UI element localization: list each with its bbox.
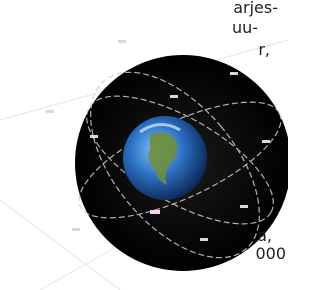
text-line: uu-: [232, 18, 258, 38]
illustration: [0, 0, 288, 290]
text-line: arjes-: [233, 0, 278, 18]
text-line: r,: [258, 40, 270, 60]
page: arjes- uu- r, a, 000 (() => { const data…: [0, 0, 288, 290]
text-line: a,: [257, 226, 272, 246]
text-line: 000: [255, 244, 286, 264]
page-crop: arjes- uu- r, a, 000: [0, 0, 288, 290]
